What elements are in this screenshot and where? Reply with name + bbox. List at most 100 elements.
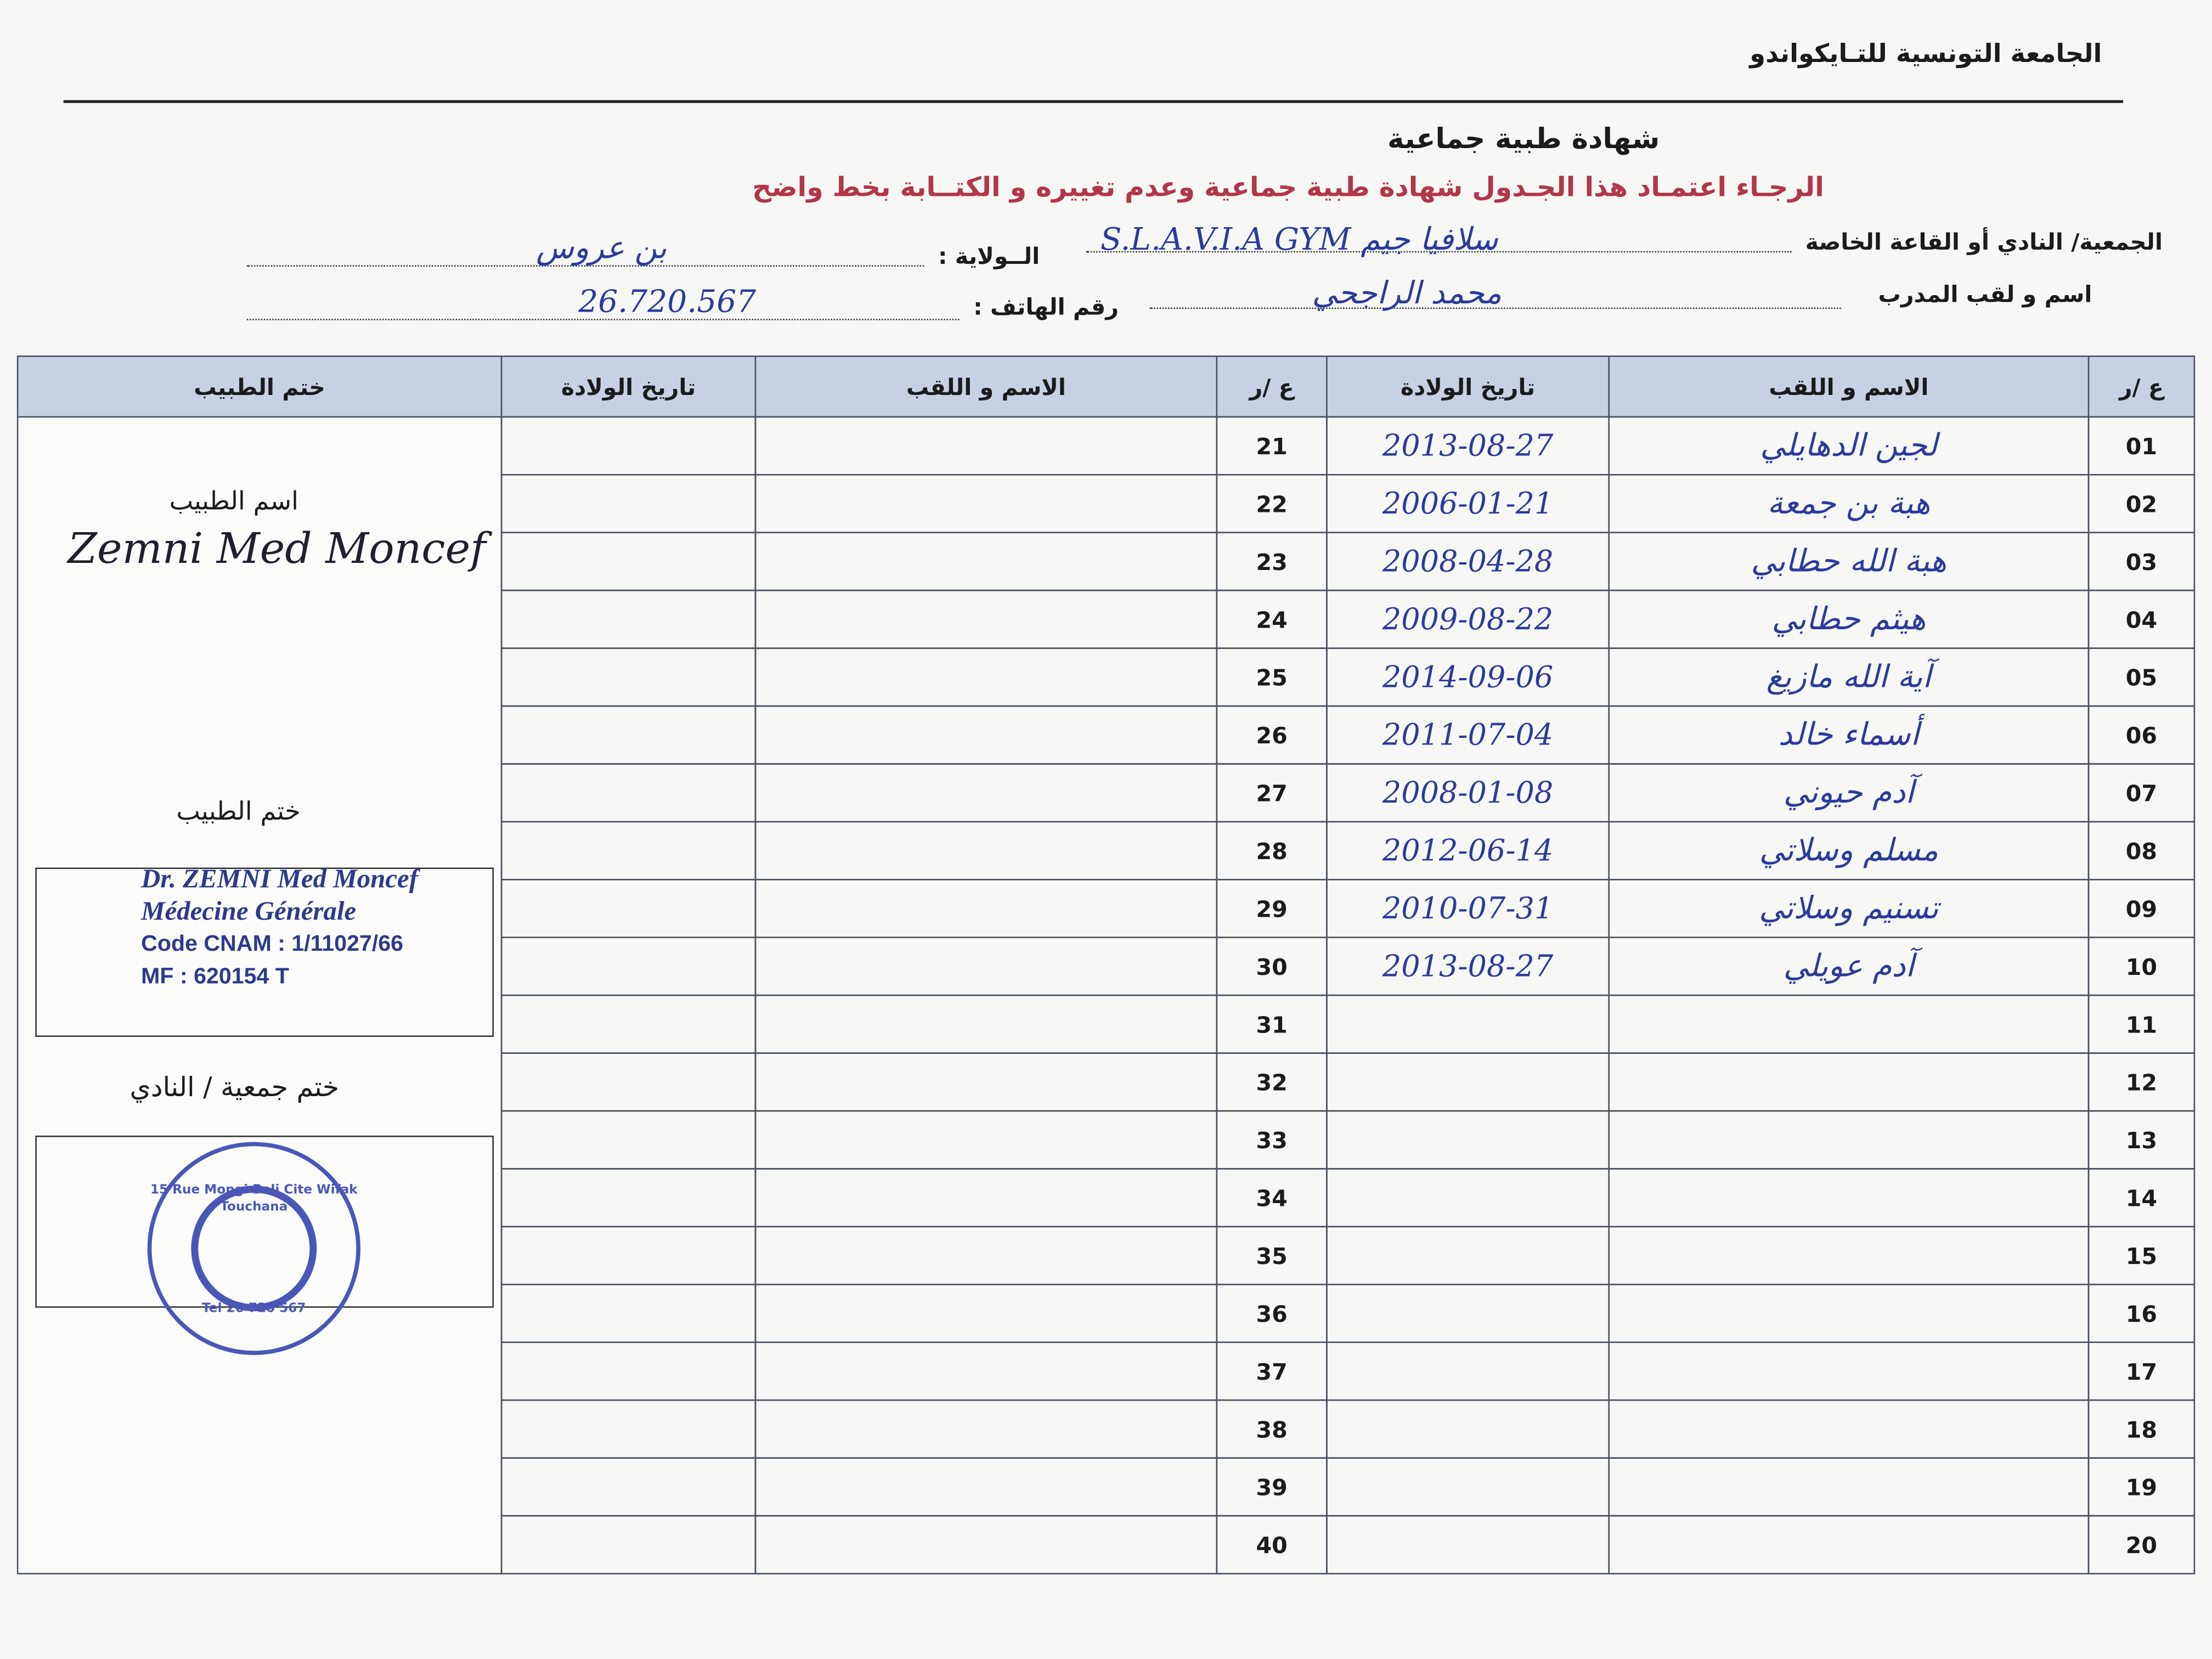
state-value: بن عروس (536, 231, 667, 267)
header-cell: ع /ر (1216, 356, 1328, 418)
name-cell (1608, 1399, 2090, 1459)
club-stamp (147, 1142, 360, 1355)
row-number: 38 (1216, 1399, 1328, 1459)
doctor-stamp-box (35, 867, 494, 1037)
name-cell: تسنيم وسلاتي (1608, 879, 2090, 938)
birth-date-cell (500, 1168, 757, 1228)
row-number: 06 (2087, 705, 2196, 765)
row-number: 21 (1216, 416, 1328, 476)
birth-date-cell (500, 994, 757, 1054)
name-cell (1608, 1168, 2090, 1228)
birth-date-cell (500, 1226, 757, 1285)
row-number: 36 (1216, 1284, 1328, 1343)
row-number: 39 (1216, 1457, 1328, 1517)
name-cell: أسماء خالد (1608, 705, 2090, 765)
row-number: 15 (2087, 1226, 2196, 1285)
row-number: 12 (2087, 1052, 2196, 1112)
trainer-value: محمد الراجحي (1312, 276, 1502, 312)
name-cell (754, 532, 1218, 591)
phone-label: رقم الهاتف : (973, 293, 1119, 320)
dotted-line (1149, 307, 1841, 309)
row-number: 29 (1216, 879, 1328, 938)
name-cell (1608, 994, 2090, 1054)
row-number: 17 (2087, 1341, 2196, 1401)
row-number: 13 (2087, 1110, 2196, 1170)
signature: Zemni Med Moncef (67, 524, 486, 574)
name-cell (754, 821, 1218, 881)
header-cell: تاريخ الولادة (500, 356, 757, 418)
birth-date-cell (500, 1457, 757, 1517)
birth-date-cell (500, 879, 757, 938)
stamp-line: MF : 620154 T (141, 964, 289, 989)
doctor-name-label: اسم الطبيب (169, 487, 299, 517)
row-number: 26 (1216, 705, 1328, 765)
birth-date-cell (1326, 1457, 1610, 1517)
stamp-line: Dr. ZEMNI Med Moncef (141, 865, 419, 895)
birth-date-cell (500, 1052, 757, 1112)
row-number: 23 (1216, 532, 1328, 591)
row-number: 19 (2087, 1457, 2196, 1517)
name-cell (754, 994, 1218, 1054)
club-label: الجمعية/ النادي أو القاعة الخاصة (1805, 228, 2163, 256)
birth-date-cell: 2008-04-28 (1326, 532, 1610, 591)
trainer-label: اسم و لقب المدرب (1878, 280, 2092, 308)
birth-date-cell (500, 821, 757, 881)
birth-date-cell: 2013-08-27 (1326, 416, 1610, 476)
birth-date-cell (500, 763, 757, 823)
name-cell (754, 936, 1218, 996)
name-cell (754, 1399, 1218, 1459)
birth-date-cell (500, 1284, 757, 1343)
birth-date-cell (1326, 1515, 1610, 1575)
birth-date-cell (500, 532, 757, 591)
birth-date-cell (500, 416, 757, 476)
instruction: الرجـاء اعتمـاد هذا الجـدول شهادة طبية ج… (752, 172, 1824, 204)
birth-date-cell: 2010-07-31 (1326, 879, 1610, 938)
row-number: 03 (2087, 532, 2196, 591)
birth-date-cell (1326, 994, 1610, 1054)
doctor-cell (16, 416, 503, 1575)
stamp-ring (147, 1142, 360, 1355)
birth-date-cell: 2013-08-27 (1326, 936, 1610, 996)
birth-date-cell: 2006-01-21 (1326, 474, 1610, 533)
birth-date-cell (500, 589, 757, 649)
row-number: 14 (2087, 1168, 2196, 1228)
birth-date-cell (500, 705, 757, 765)
row-number: 05 (2087, 647, 2196, 707)
row-number: 31 (1216, 994, 1328, 1054)
state-label: الــولاية : (938, 242, 1040, 270)
doctor-stamp: Dr. ZEMNI Med Moncef Médecine Générale Cod… (141, 864, 418, 994)
club-stamp-label: ختم جمعية / النادي (129, 1072, 340, 1103)
phone-value: 26.720.567 (578, 285, 757, 320)
header-rule (63, 100, 2123, 103)
header-cell: تاريخ الولادة (1326, 356, 1610, 418)
title: شهادة طبية جماعية (1387, 121, 1660, 155)
row-number: 02 (2087, 474, 2196, 533)
name-cell (754, 1052, 1218, 1112)
birth-date-cell (1326, 1226, 1610, 1285)
birth-date-cell (500, 1515, 757, 1575)
name-cell (754, 1110, 1218, 1170)
header-cell: الاسم و اللقب (754, 356, 1218, 418)
stamp-line: 15 Rue Mongi Bali Cite Wifak Touchana (150, 1183, 358, 1215)
birth-date-cell (1326, 1110, 1610, 1170)
organization: الجامعة التونسية للتـايكواندو (1750, 40, 2102, 69)
name-cell (754, 1226, 1218, 1285)
birth-date-cell (500, 1341, 757, 1401)
name-cell (754, 879, 1218, 938)
header-cell: ختم الطبيب (16, 356, 503, 418)
birth-date-cell (500, 474, 757, 533)
club-value: سلافيا جيم S.L.A.V.I.A GYM (1100, 223, 1498, 258)
name-cell: آدم حيوني (1608, 763, 2090, 823)
name-cell (754, 647, 1218, 707)
club-stamp-text: 15 Rue Mongi Bali Cite Wifak Touchana Tel… (148, 1182, 360, 1318)
name-cell (754, 1341, 1218, 1401)
header-cell: الاسم و اللقب (1608, 356, 2090, 418)
row-number: 32 (1216, 1052, 1328, 1112)
birth-date-cell (500, 647, 757, 707)
name-cell (1608, 1515, 2090, 1575)
row-number: 22 (1216, 474, 1328, 533)
name-cell (754, 705, 1218, 765)
stamp-logo (191, 1186, 317, 1312)
